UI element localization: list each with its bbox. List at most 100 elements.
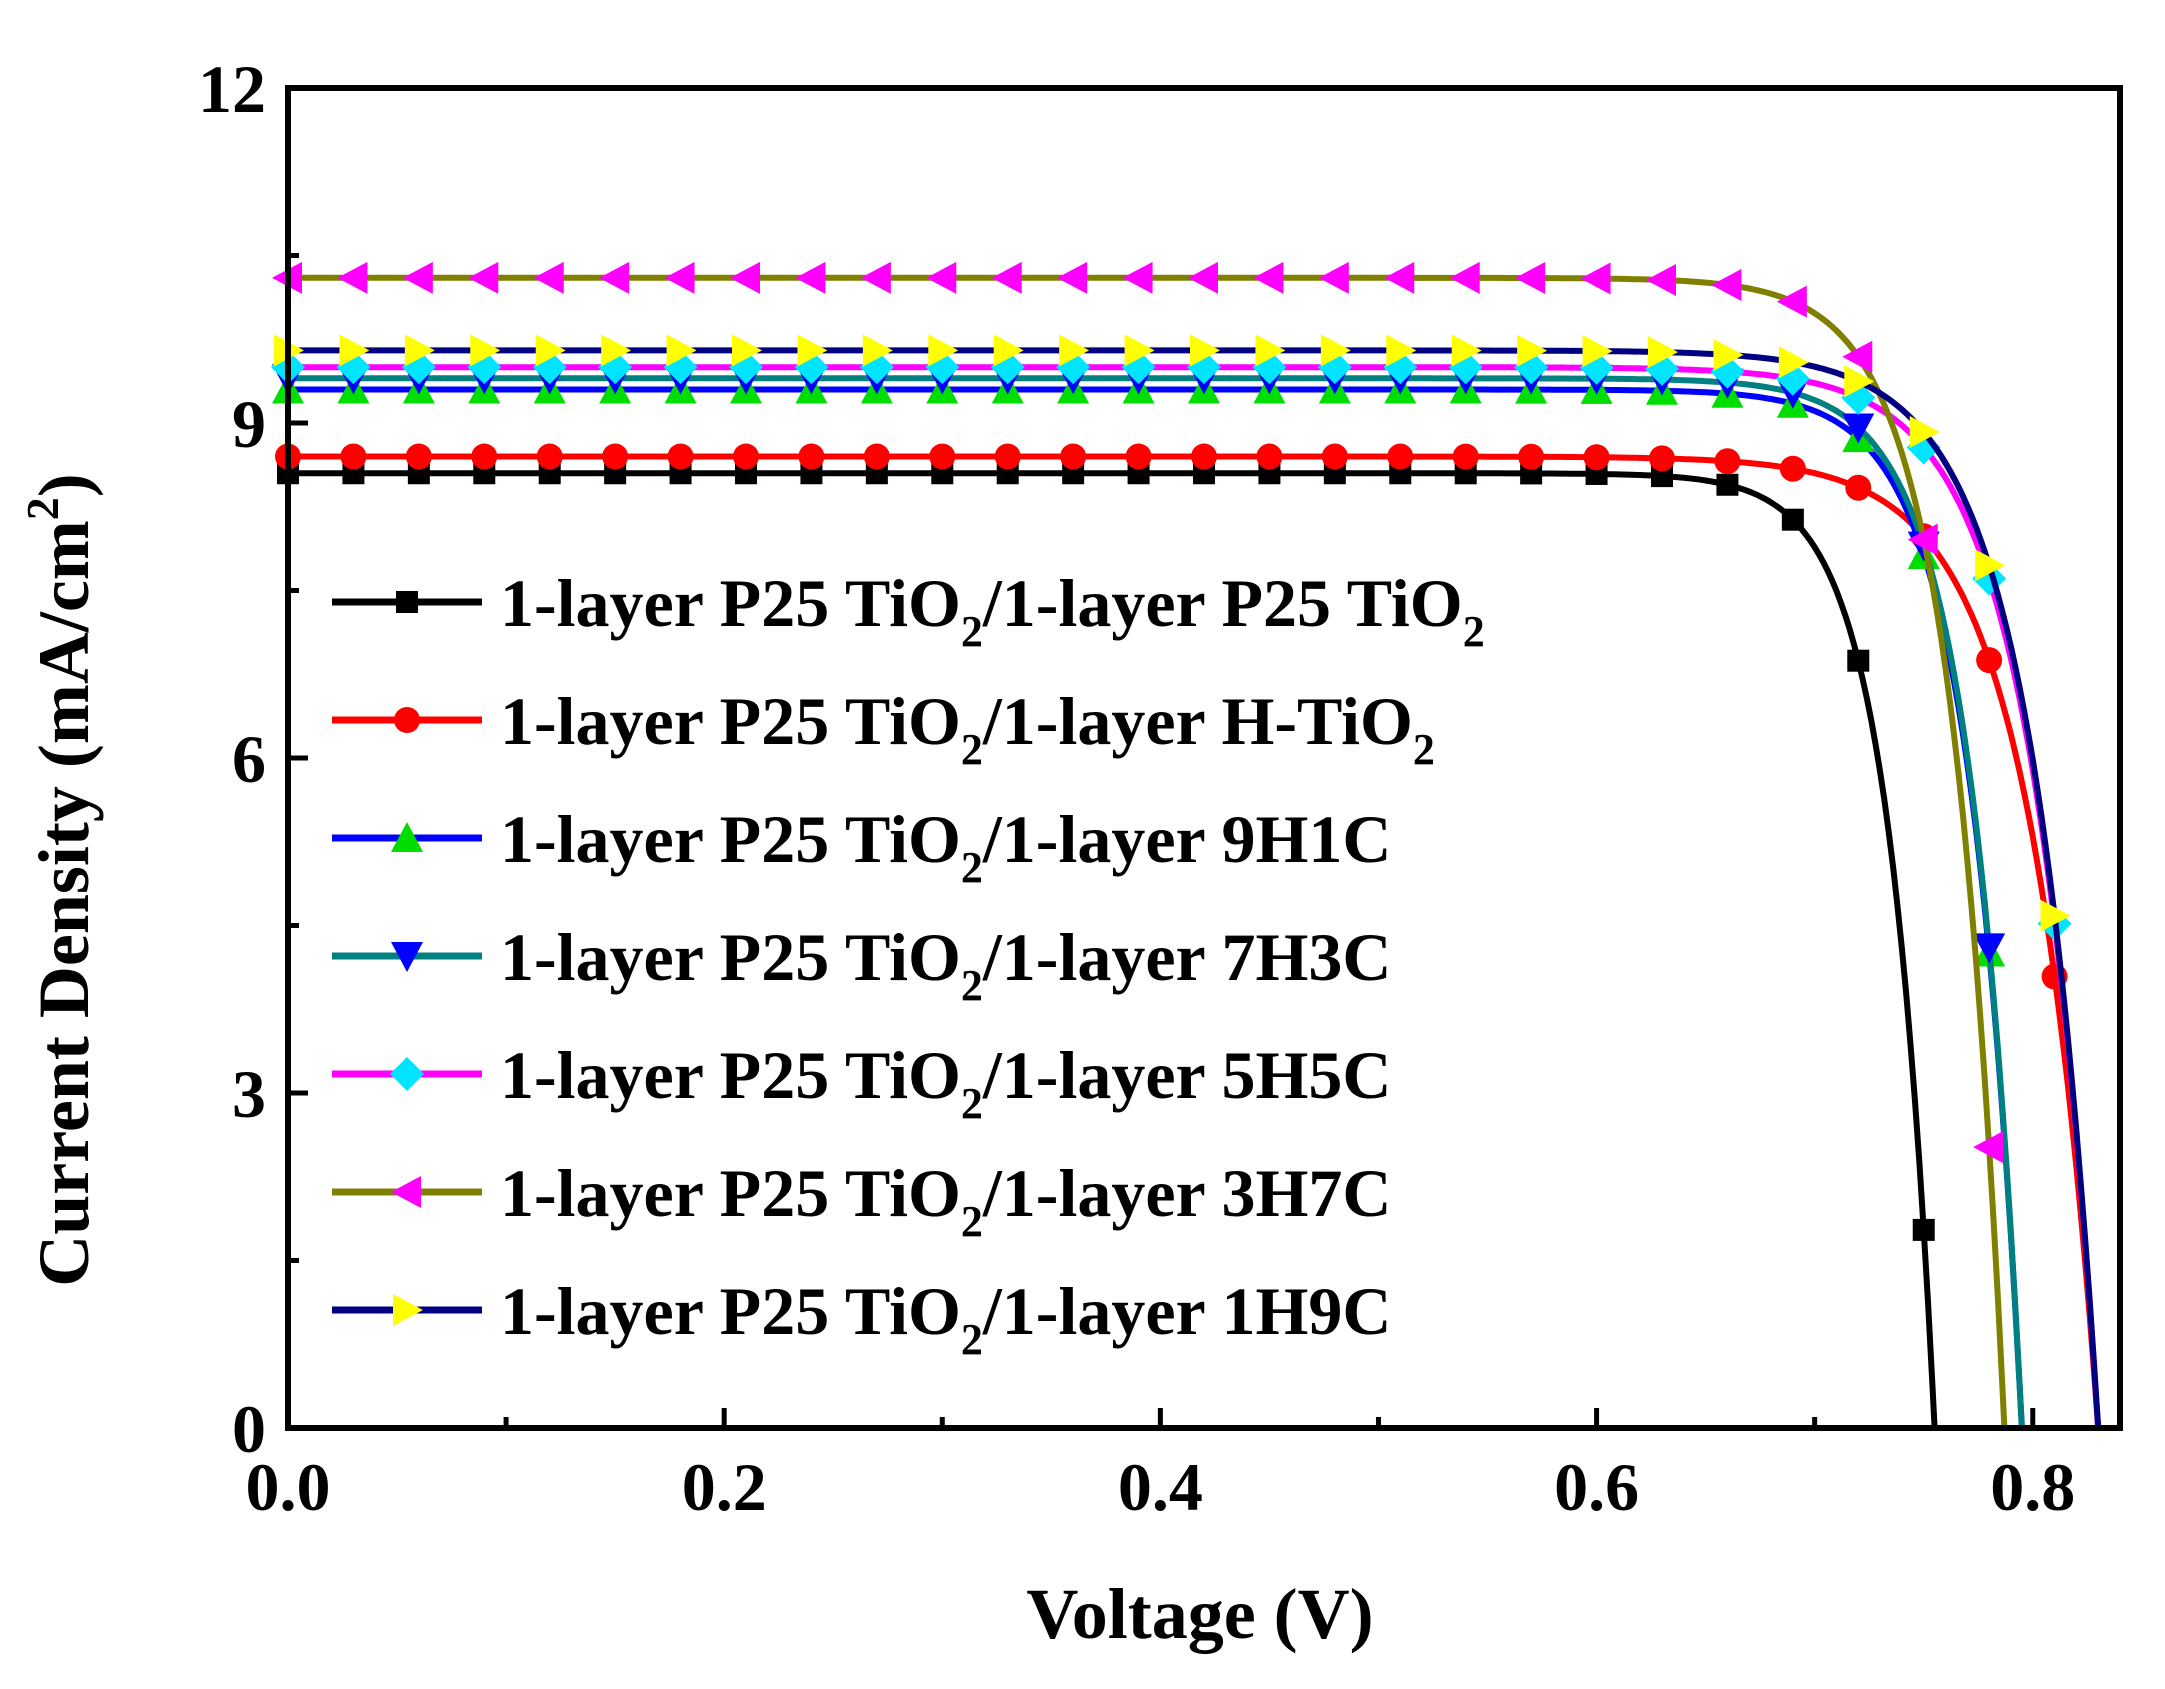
data-point <box>339 334 370 367</box>
legend-label-sub: 2 <box>1463 607 1485 656</box>
data-point <box>1318 261 1349 294</box>
data-point <box>1387 443 1414 470</box>
series-line <box>288 347 2102 1429</box>
data-point <box>862 334 893 367</box>
legend-label-sub: 2 <box>961 725 983 774</box>
y-tick-label: 6 <box>232 721 266 797</box>
legend-label-sub: 2 <box>961 843 983 892</box>
data-point <box>1651 465 1673 488</box>
data-point <box>533 261 564 294</box>
data-point <box>1320 334 1351 367</box>
data-point <box>1847 649 1870 672</box>
data-point <box>798 443 825 470</box>
y-axis-title: Current Density (mA/cm2) <box>17 473 104 1287</box>
legend-label-sub: 2 <box>961 1079 983 1128</box>
y-axis-title-end: ) <box>24 473 104 497</box>
x-tick-label: 0.8 <box>1990 1449 2075 1525</box>
data-point <box>1582 335 1613 368</box>
legend-item-3: 1-layer P25 TiO2/1-layer 9H1C <box>332 801 1391 892</box>
data-point <box>993 334 1024 367</box>
data-point <box>1716 473 1739 496</box>
data-point <box>1973 1131 2004 1164</box>
data-point <box>405 443 432 470</box>
data-point <box>402 261 433 294</box>
data-point <box>599 261 630 294</box>
data-point <box>1518 443 1545 470</box>
x-tick-label: 0.6 <box>1554 1449 1639 1525</box>
legend-marker <box>396 591 418 613</box>
x-axis-title: Voltage (V) <box>1026 1574 1373 1654</box>
data-point <box>732 334 762 367</box>
y-axis-title-sup: 2 <box>17 497 68 520</box>
data-point <box>1714 448 1741 475</box>
legend-item-7: 1-layer P25 TiO2/1-layer 1H9C <box>332 1273 1391 1364</box>
data-point <box>1842 413 1875 444</box>
legend-label-part: 1-layer P25 TiO <box>500 1155 961 1231</box>
data-point <box>1781 508 1804 531</box>
data-point <box>797 334 828 367</box>
data-point <box>471 443 498 470</box>
data-point <box>1060 443 1087 470</box>
axes-layer: 0.0 0.2 0.4 0.6 0.8 0 3 6 9 12 <box>198 51 2075 1525</box>
y-tick-label: 3 <box>232 1056 266 1132</box>
data-point <box>1057 261 1088 294</box>
legend-item-4: 1-layer P25 TiO2/1-layer 7H3C <box>332 919 1391 1010</box>
legend-label-part: 1-layer P25 TiO <box>500 565 961 641</box>
data-point <box>1976 647 2003 674</box>
series-line <box>288 375 2025 1429</box>
data-point <box>863 443 890 470</box>
legend-label-part: /1-layer H-TiO <box>982 683 1413 759</box>
data-point <box>1713 338 1744 371</box>
data-point <box>1188 261 1218 294</box>
data-point <box>1912 1218 1935 1241</box>
legend-label: 1-layer P25 TiO2/1-layer 1H9C <box>500 1273 1391 1364</box>
data-point <box>1515 262 1546 295</box>
legend-marker <box>391 1176 421 1208</box>
y-tick-label: 0 <box>232 1391 266 1467</box>
plot-frame-layer <box>285 85 2123 1431</box>
data-point <box>666 334 697 367</box>
legend-label-part: 1-layer P25 TiO <box>500 683 961 759</box>
data-point <box>1191 443 1217 470</box>
legend-marker <box>393 1294 423 1326</box>
data-point <box>1844 365 1875 398</box>
data-point <box>1256 443 1283 470</box>
data-point <box>1711 268 1742 301</box>
data-point <box>1452 443 1479 470</box>
legend-label-sub: 2 <box>1413 725 1435 774</box>
legend-label-sub: 2 <box>961 1315 983 1364</box>
legend-label-part: /1-layer 1H9C <box>982 1273 1392 1349</box>
data-point <box>1973 933 2006 964</box>
data-point <box>1255 334 1286 367</box>
data-point <box>1580 262 1611 295</box>
legend-item-5: 1-layer P25 TiO2/1-layer 5H5C <box>332 1037 1391 1128</box>
series-line <box>288 364 2102 1429</box>
data-point <box>733 443 759 470</box>
legend: 1-layer P25 TiO2/1-layer P25 TiO21-layer… <box>332 565 1485 1364</box>
series-4 <box>272 364 2025 1429</box>
data-point <box>1125 443 1152 470</box>
data-point <box>470 334 501 367</box>
data-point <box>994 443 1021 470</box>
legend-label-sub: 2 <box>961 1197 983 1246</box>
legend-label-sub: 2 <box>961 607 983 656</box>
x-tick-label: 0.4 <box>1118 1449 1203 1525</box>
data-point <box>664 261 695 294</box>
data-point <box>468 261 499 294</box>
data-point <box>1648 336 1678 369</box>
legend-item-6: 1-layer P25 TiO2/1-layer 3H7C <box>332 1155 1391 1246</box>
legend-label: 1-layer P25 TiO2/1-layer 3H7C <box>500 1155 1391 1246</box>
series-2 <box>275 443 2102 1429</box>
data-point <box>1779 455 1806 482</box>
data-point <box>1975 549 2006 582</box>
data-point <box>1321 443 1348 470</box>
data-point <box>929 443 956 470</box>
y-tick-label: 9 <box>232 386 266 462</box>
legend-label: 1-layer P25 TiO2/1-layer H-TiO2 <box>500 683 1435 774</box>
data-point <box>1907 523 1938 556</box>
data-point <box>928 334 959 367</box>
series-3 <box>272 373 2025 1429</box>
x-tick-label: 0.2 <box>682 1449 767 1525</box>
data-point <box>1122 261 1153 294</box>
